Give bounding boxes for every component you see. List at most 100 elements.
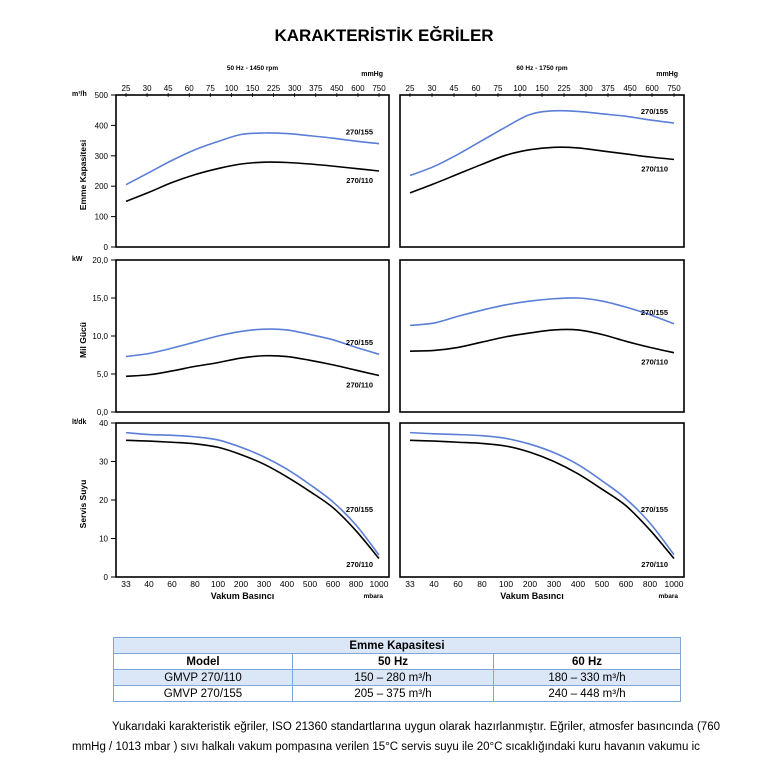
y-axis-title: Mil Gücü <box>78 322 88 358</box>
y-tick-label: 10 <box>99 535 108 544</box>
x-axis-title: Vakum Basıncı <box>211 591 275 600</box>
top-tick-label: 75 <box>494 84 503 93</box>
top-tick-label: 225 <box>557 84 571 93</box>
series-line-270-110 <box>125 161 380 203</box>
y-tick-label: 200 <box>95 182 109 191</box>
series-label: 270/155 <box>346 128 373 137</box>
table-cell: GMVP 270/110 <box>113 669 293 686</box>
x-unit-label: mbara <box>363 593 383 600</box>
series-label: 270/110 <box>641 358 668 367</box>
top-tick-label: 30 <box>143 84 152 93</box>
series-label: 270/110 <box>641 164 668 173</box>
y-tick-label: 0,0 <box>97 408 109 417</box>
series-line-270-110 <box>125 439 380 560</box>
series-line-270-155 <box>125 132 380 186</box>
top-tick-label: 750 <box>667 84 681 93</box>
top-tick-label: 225 <box>267 84 281 93</box>
top-tick-label: 300 <box>288 84 302 93</box>
top-tick-label: 100 <box>513 84 527 93</box>
left-frequency-label: 50 Hz - 1450 rpm <box>227 65 279 72</box>
x-tick-label: 60 <box>453 579 463 589</box>
series-line-270-155 <box>409 109 675 177</box>
x-tick-label: 100 <box>499 579 513 589</box>
chart-panel <box>399 422 685 578</box>
x-tick-label: 40 <box>429 579 439 589</box>
right-frequency-label: 60 Hz - 1750 rpm <box>516 65 568 72</box>
top-tick-label: 60 <box>185 84 194 93</box>
chart-panel <box>115 94 390 248</box>
top-tick-label: 750 <box>372 84 386 93</box>
series-label: 270/110 <box>346 381 373 390</box>
table-cell: 205 – 375 m³/h <box>292 685 494 702</box>
table-header-model: Model <box>113 653 293 670</box>
capacity-table: Emme Kapasitesi Model 50 Hz 60 Hz GMVP 2… <box>113 637 681 702</box>
series-line-270-110 <box>409 146 675 194</box>
x-tick-label: 500 <box>303 579 317 589</box>
series-label: 270/155 <box>346 505 373 514</box>
chart-panel <box>115 259 390 413</box>
characteristic-curves: 270/155 270/110 270/155 270/110 270/155 270/1… <box>72 65 685 600</box>
y-tick-label: 100 <box>95 213 109 222</box>
series-label: 270/110 <box>641 560 668 569</box>
series-label: 270/110 <box>346 176 373 185</box>
y-tick-label: 40 <box>99 419 108 428</box>
x-tick-label: 800 <box>643 579 657 589</box>
y-unit-label: m³/h <box>72 91 87 98</box>
top-tick-label: 60 <box>472 84 481 93</box>
table-cell: GMVP 270/155 <box>113 685 293 702</box>
top-tick-label: 150 <box>246 84 260 93</box>
x-tick-label: 200 <box>234 579 248 589</box>
series-line-270-110 <box>409 439 675 560</box>
top-tick-label: 600 <box>645 84 659 93</box>
top-tick-label: 450 <box>623 84 637 93</box>
x-tick-label: 500 <box>595 579 609 589</box>
top-tick-label: 150 <box>535 84 549 93</box>
x-tick-label: 600 <box>619 579 633 589</box>
x-tick-label: 80 <box>477 579 487 589</box>
x-axis-title: Vakum Basıncı <box>500 591 564 600</box>
top-tick-label: 100 <box>225 84 239 93</box>
x-tick-label: 33 <box>405 579 415 589</box>
top-tick-label: 45 <box>164 84 173 93</box>
y-tick-label: 20,0 <box>92 256 108 265</box>
series-line-270-155 <box>409 431 675 556</box>
x-tick-label: 33 <box>121 579 131 589</box>
x-tick-label: 100 <box>211 579 225 589</box>
series-label: 270/155 <box>641 308 668 317</box>
top-tick-label: 375 <box>309 84 323 93</box>
top-tick-label: 25 <box>122 84 131 93</box>
series-line-270-155 <box>125 328 380 358</box>
y-tick-label: 0 <box>104 573 109 582</box>
table-cell: 240 – 448 m³/h <box>493 685 681 702</box>
x-tick-label: 1000 <box>370 579 389 589</box>
x-tick-label: 1000 <box>665 579 684 589</box>
y-tick-label: 15,0 <box>92 294 108 303</box>
chart-panel <box>115 422 390 578</box>
top-tick-label: 45 <box>450 84 459 93</box>
y-tick-label: 0 <box>104 243 109 252</box>
top-unit-label: mmHg <box>361 71 383 78</box>
series-label: 270/155 <box>641 505 668 514</box>
y-tick-label: 20 <box>99 496 108 505</box>
top-tick-label: 300 <box>579 84 593 93</box>
x-tick-label: 300 <box>547 579 561 589</box>
x-tick-label: 80 <box>190 579 200 589</box>
series-label: 270/110 <box>346 560 373 569</box>
y-tick-label: 10,0 <box>92 332 108 341</box>
y-axis-title: Servis Suyu <box>78 480 88 529</box>
x-tick-label: 600 <box>326 579 340 589</box>
y-tick-label: 5,0 <box>97 370 109 379</box>
x-tick-label: 60 <box>167 579 177 589</box>
top-tick-label: 30 <box>428 84 437 93</box>
series-line-270-155 <box>409 297 675 327</box>
y-tick-label: 300 <box>95 152 109 161</box>
footnote-text: Yukarıdaki karakteristik eğriler, ISO 21… <box>72 721 720 753</box>
series-line-270-110 <box>125 354 380 378</box>
y-tick-label: 500 <box>95 91 109 100</box>
y-unit-label: kW <box>72 256 83 263</box>
y-unit-label: lt/dk <box>72 419 86 426</box>
series-label: 270/155 <box>346 338 373 347</box>
series-line-270-110 <box>409 328 675 354</box>
top-unit-label: mmHg <box>656 71 678 78</box>
y-tick-label: 400 <box>95 121 109 130</box>
